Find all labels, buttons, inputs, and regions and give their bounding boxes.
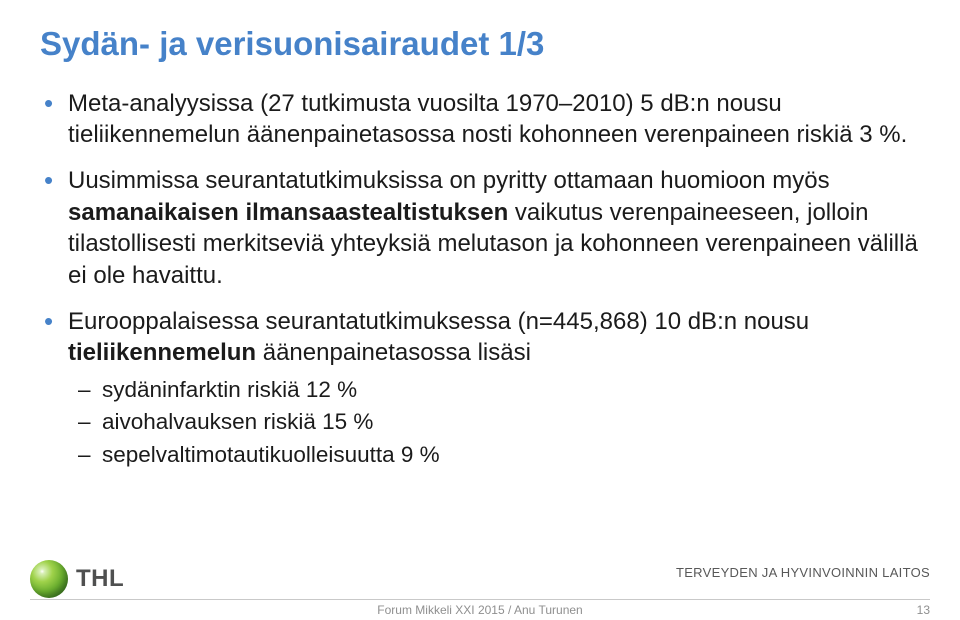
page-number: 13 <box>917 603 930 617</box>
sub-item: aivohalvauksen riskiä 15 % <box>68 407 920 437</box>
sub-list: sydäninfarktin riskiä 12 %aivohalvauksen… <box>68 375 920 470</box>
footer-caption: Forum Mikkeli XXI 2015 / Anu Turunen <box>0 603 960 617</box>
slide-title: Sydän- ja verisuonisairaudet 1/3 <box>40 24 920 64</box>
organization-name: TERVEYDEN JA HYVINVOINNIN LAITOS <box>676 565 930 580</box>
footer-divider <box>30 599 930 600</box>
bullet-text: Uusimmissa seurantatutkimuksissa on pyri… <box>68 167 830 194</box>
globe-icon <box>30 560 68 598</box>
slide: Sydän- ja verisuonisairaudet 1/3 Meta-an… <box>0 0 960 620</box>
footer: THL TERVEYDEN JA HYVINVOINNIN LAITOS For… <box>0 552 960 620</box>
bullet-item: Uusimmissa seurantatutkimuksissa on pyri… <box>40 165 920 292</box>
sub-item: sydäninfarktin riskiä 12 % <box>68 375 920 405</box>
bullet-item: Meta-analyysissa (27 tutkimusta vuosilta… <box>40 88 920 151</box>
bullet-item: Eurooppalaisessa seurantatutkimuksessa (… <box>40 306 920 470</box>
logo-text: THL <box>76 565 124 593</box>
bullet-text: tieliikennemelun <box>68 339 256 366</box>
bullet-text: äänenpainetasossa lisäsi <box>256 339 531 366</box>
bullet-text: Eurooppalaisessa seurantatutkimuksessa (… <box>68 308 809 335</box>
bullet-list: Meta-analyysissa (27 tutkimusta vuosilta… <box>40 88 920 471</box>
bullet-text: Meta-analyysissa (27 tutkimusta vuosilta… <box>68 90 907 149</box>
logo: THL <box>30 560 124 598</box>
bullet-text: samanaikaisen ilmansaastealtistuksen <box>68 199 508 226</box>
sub-item: sepelvaltimotautikuolleisuutta 9 % <box>68 440 920 470</box>
